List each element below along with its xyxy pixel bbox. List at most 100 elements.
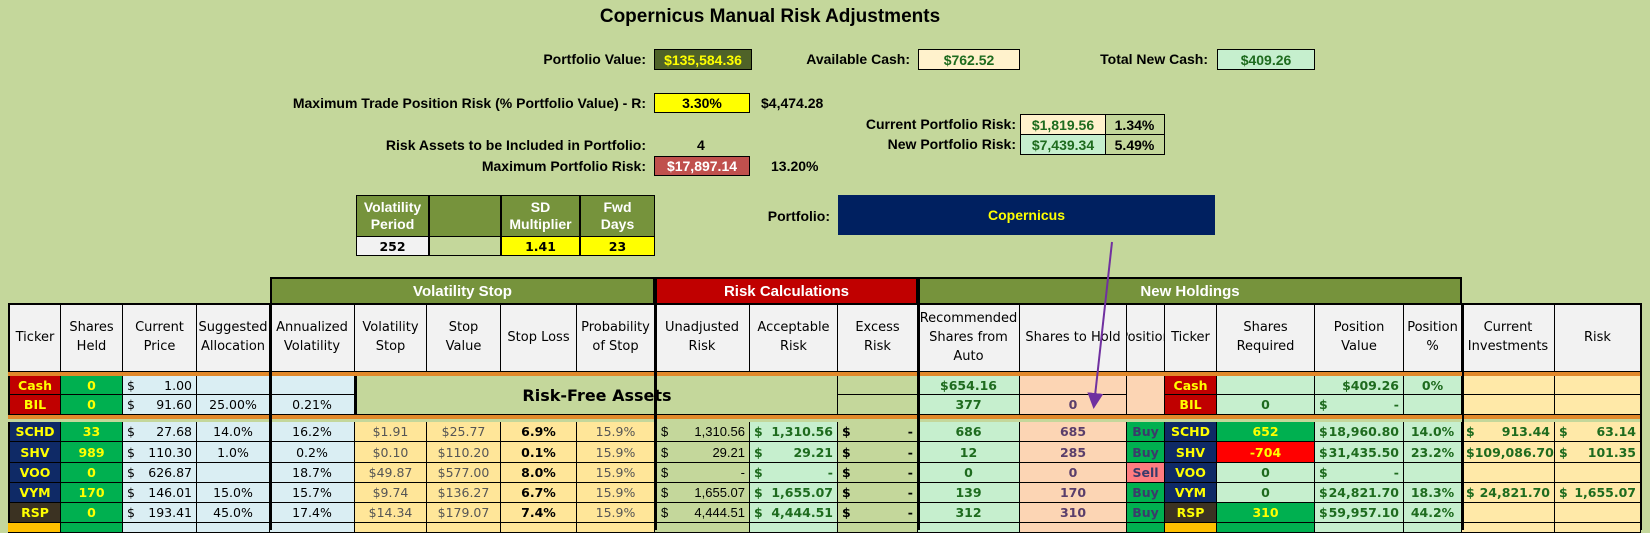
amount: 1,655.07 (771, 485, 833, 500)
new-risk-pct: 5.49% (1105, 134, 1165, 155)
column-header: Ticker (8, 303, 61, 372)
position-cell[interactable]: Sell (1127, 463, 1165, 483)
portfolio-selector[interactable]: Copernicus (838, 195, 1215, 235)
param-header: SD Multiplier (501, 195, 580, 237)
max-trade-risk-label: Maximum Trade Position Risk (% Portfolio… (292, 95, 646, 111)
shares-to_hold-cell[interactable] (1020, 376, 1127, 395)
recommended-cell: 12 (918, 442, 1020, 463)
currency-symbol: $ (127, 397, 135, 412)
column-header: Annualized Volatility (270, 303, 355, 372)
shares-to_hold-cell[interactable]: 170 (1020, 483, 1127, 503)
currency-symbol: $ (661, 465, 669, 480)
cur-inv-cell: $913.44 (1462, 422, 1555, 442)
currency-symbol: $ (1319, 397, 1328, 412)
currency-symbol: $ (754, 485, 763, 500)
pos-pct-cell (1404, 395, 1462, 415)
recommended-cell: 377 (918, 395, 1020, 415)
column-header: Shares Required (1217, 303, 1315, 372)
risk-assets-label: Risk Assets to be Included in Portfolio: (385, 137, 646, 153)
available-cash-value: $762.52 (918, 49, 1020, 70)
shares-to_hold-cell[interactable]: 285 (1020, 442, 1127, 463)
risk-assets-count: 4 (697, 137, 705, 153)
currency-symbol: $ (1319, 505, 1328, 520)
column-header: Volatility Stop (355, 303, 427, 372)
price-cell: $1.00 (123, 376, 197, 395)
shares-to_hold-cell[interactable]: 685 (1020, 422, 1127, 442)
amount: - (907, 465, 913, 480)
param-value[interactable]: 252 (356, 237, 429, 256)
column-header: Current Investments (1462, 303, 1555, 372)
amount: 4,444.51 (771, 505, 833, 520)
currency-symbol: $ (661, 444, 669, 460)
position-cell[interactable]: Buy (1127, 483, 1165, 503)
shares-req-cell (1217, 376, 1315, 395)
amount: 913.44 (1501, 424, 1550, 439)
amount: 24,821.70 (1328, 485, 1399, 500)
section-divider (8, 372, 1641, 376)
arrow-line (1087, 241, 1113, 409)
amount: - (1393, 465, 1399, 480)
risk-cell: $1,655.07 (1555, 483, 1641, 503)
section-separator (1462, 303, 1464, 530)
ticker-cell: SHV (8, 442, 61, 463)
section-separator (654, 303, 657, 530)
acceptable-cell: $1,310.56 (750, 422, 838, 442)
acceptable-cell: $1,655.07 (750, 483, 838, 503)
amount: 1,655.07 (694, 485, 745, 500)
ticker-cell: RSP (8, 503, 61, 523)
ticker2-cell: RSP (1165, 503, 1217, 523)
total-new-cash-value: $409.26 (1217, 49, 1315, 70)
prob-stop-cell: 15.9% (577, 503, 655, 523)
alloc-cell: 15.0% (197, 483, 270, 503)
max-portfolio-risk-label: Maximum Portfolio Risk: (481, 158, 646, 174)
shares-held-cell: 170 (61, 483, 123, 503)
currency-symbol: $ (661, 505, 669, 520)
currency-symbol: $ (1466, 444, 1475, 460)
stop-loss-cell: 7.4% (501, 503, 577, 523)
shares-req-cell: 0 (1217, 395, 1315, 415)
position-cell[interactable]: Buy (1127, 442, 1165, 463)
position-cell[interactable]: Buy (1127, 503, 1165, 523)
max-trade-risk-pct[interactable]: 3.30% (654, 93, 750, 113)
recommended-cell: $654.16 (918, 376, 1020, 395)
amount: - (827, 465, 833, 480)
shares-to_hold-cell[interactable]: 310 (1020, 503, 1127, 523)
amount: 59,957.10 (1328, 505, 1399, 520)
pos-pct-cell: 18.3% (1404, 483, 1462, 503)
amount: - (907, 505, 913, 520)
unadj-cell: $29.21 (655, 442, 750, 463)
section-divider (8, 415, 1641, 419)
price-cell: $91.60 (123, 395, 197, 415)
amount: 31,435.50 (1328, 444, 1399, 460)
cur-inv-cell: $24,821.70 (1462, 483, 1555, 503)
ticker-cell: SCHD (8, 422, 61, 442)
param-value[interactable]: 1.41 (501, 237, 580, 256)
prob-stop-cell: 15.9% (577, 483, 655, 503)
currency-symbol: $ (127, 444, 135, 460)
pos-pct-cell: 14.0% (1404, 422, 1462, 442)
pos-value-cell: $18,960.80 (1315, 422, 1404, 442)
stop-value-cell: $577.00 (427, 463, 501, 483)
vol-stop-cell: $1.91 (355, 422, 427, 442)
amount: 27.68 (156, 424, 192, 439)
column-header: Stop Loss (501, 303, 577, 372)
column-header: Current Price (123, 303, 197, 372)
current-risk-value: $1,819.56 (1020, 114, 1106, 135)
max-portfolio-risk-value: $17,897.14 (654, 156, 750, 176)
position-cell[interactable]: Buy (1127, 422, 1165, 442)
ticker-cell: VYM (8, 483, 61, 503)
section-separator (269, 303, 272, 530)
amount: - (907, 424, 913, 439)
currency-symbol: $ (127, 424, 135, 439)
param-value[interactable]: 23 (580, 237, 655, 256)
new-risk-value: $7,439.34 (1020, 134, 1106, 155)
ticker-cell: VOO (8, 463, 61, 483)
amount: 4,444.51 (694, 505, 745, 520)
max-trade-risk-value: $4,474.28 (761, 95, 824, 111)
recommended-cell: 686 (918, 422, 1020, 442)
recommended-cell: 0 (918, 463, 1020, 483)
ann-vol-cell (270, 376, 355, 395)
shares-held-cell: 989 (61, 442, 123, 463)
shares-held-cell: 0 (61, 376, 123, 395)
shares-to_hold-cell[interactable]: 0 (1020, 463, 1127, 483)
